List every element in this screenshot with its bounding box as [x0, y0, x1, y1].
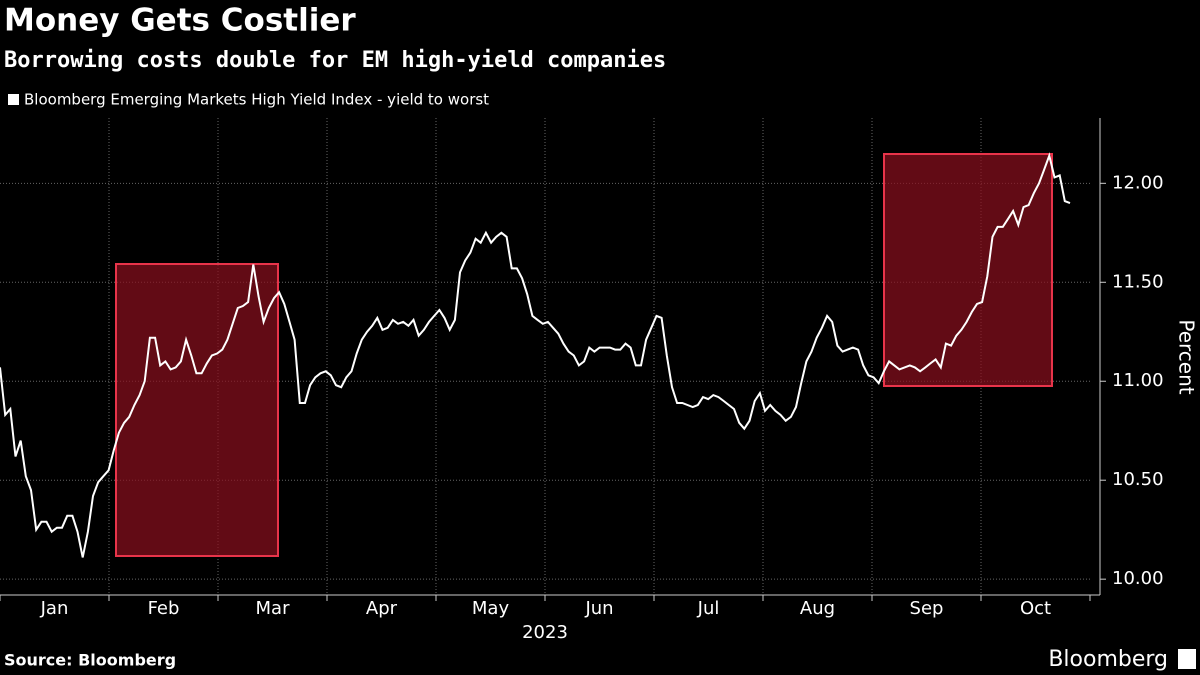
- y-tick-label: 11.50: [1112, 271, 1164, 292]
- x-tick-label: Mar: [256, 598, 291, 619]
- brand-icon: [1178, 649, 1196, 669]
- x-tick-label: Jun: [584, 598, 613, 619]
- y-tick-label: 10.50: [1112, 469, 1164, 490]
- x-tick-label: May: [472, 598, 510, 619]
- x-tick-label: Sep: [910, 598, 944, 619]
- x-tick-label: Aug: [800, 598, 835, 619]
- y-tick-label: 12.00: [1112, 172, 1164, 193]
- x-tick-label: Jan: [40, 598, 69, 619]
- y-tick-label: 10.00: [1112, 568, 1164, 589]
- y-axis-title: Percent: [1175, 319, 1199, 394]
- x-tick-label: Apr: [366, 598, 398, 619]
- brand: Bloomberg: [1048, 647, 1168, 672]
- chart-subtitle: Borrowing costs double for EM high-yield…: [4, 48, 666, 73]
- data-line: [0, 152, 1071, 558]
- source: Source: Bloomberg: [4, 651, 176, 670]
- x-tick-label: Oct: [1020, 598, 1051, 619]
- x-tick-label: Feb: [148, 598, 180, 619]
- chart-title: Money Gets Costlier: [4, 3, 356, 39]
- legend-label: Bloomberg Emerging Markets High Yield In…: [24, 91, 489, 109]
- x-axis-title: 2023: [522, 622, 568, 643]
- highlight-box: [883, 153, 1053, 387]
- legend-swatch: [8, 94, 19, 105]
- highlight-box: [115, 263, 279, 557]
- y-tick-label: 11.00: [1112, 370, 1164, 391]
- x-tick-label: Jul: [697, 598, 720, 619]
